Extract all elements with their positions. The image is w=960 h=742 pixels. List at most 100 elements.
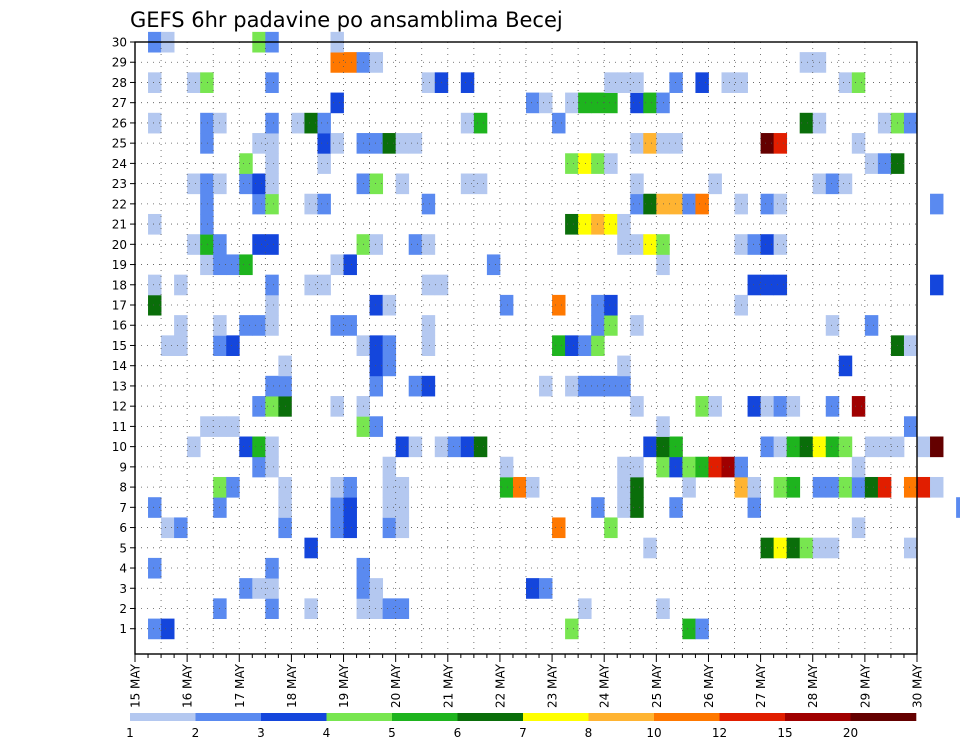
precip-cell [265,557,279,579]
precip-cell [421,335,436,356]
x-tick-label: 27 MAY [754,663,768,708]
precip-cell [643,234,657,255]
precip-cell [265,436,279,458]
precip-cell [617,497,631,518]
precip-cell [708,456,722,478]
y-tick-label: 5 [119,541,127,555]
precip-cell [565,335,579,356]
legend-label: 3 [257,726,265,740]
precip-cell [630,456,644,478]
precip-cell [617,355,631,377]
precip-cell [669,436,683,458]
precip-cell [395,598,410,619]
precip-cell [747,396,761,417]
legend-swatch [588,713,655,721]
precip-cell [369,598,384,619]
precip-cell [825,436,840,458]
precip-cell [786,476,801,498]
precip-cell [617,234,631,255]
precip-cell [799,112,814,134]
precip-cell [200,112,214,134]
precip-cell [187,436,201,458]
precip-cell [174,274,188,296]
precip-cell [604,92,618,114]
precip-cell [395,476,410,498]
y-tick-label: 17 [112,299,127,313]
x-tick-label: 21 MAY [441,663,455,708]
precip-cell [395,517,410,539]
precip-cell [148,618,162,640]
precip-cell [773,274,788,296]
precip-cell [786,537,801,559]
precip-cell [630,476,644,498]
precip-cell [421,274,436,296]
legend-label: 6 [454,726,462,740]
precip-cell [747,476,761,498]
y-tick-label: 13 [112,379,127,393]
precip-cell [187,173,201,195]
precip-cell [460,436,475,458]
precip-cell [265,375,279,397]
y-tick-label: 19 [112,258,127,272]
precip-cell [200,133,214,154]
precip-cell [617,72,631,93]
legend-label: 20 [843,726,858,740]
precip-cell [343,254,357,276]
precip-cell [382,456,397,478]
x-tick-label: 30 MAY [911,663,925,708]
legend-swatch [195,713,262,721]
precip-cell [930,274,944,296]
y-tick-label: 7 [119,501,127,515]
precip-cell [265,578,279,599]
precip-cell [252,436,266,458]
precip-cell [226,416,240,437]
precip-cell [369,335,384,356]
precip-cell [486,254,501,276]
precip-cell [499,476,514,498]
legend-swatch [523,713,589,721]
y-tick-label: 11 [112,420,127,434]
precip-cell [773,193,788,215]
precip-cell [369,375,384,397]
precip-cell [825,315,840,336]
precip-cell [721,72,735,93]
precip-cell [382,294,397,316]
precip-cell [669,456,683,478]
precip-cell [265,112,279,134]
x-tick-label: 16 MAY [181,663,195,708]
precip-cell [825,396,840,417]
precip-cell [851,72,866,93]
precip-cell [187,234,201,255]
precip-cell [382,517,397,539]
precip-cell [265,396,279,417]
precip-cell [578,153,592,174]
precip-cell [617,476,631,498]
x-tick-label: 28 MAY [806,663,820,708]
precip-cell [604,315,618,336]
precip-cell [265,234,279,255]
precip-cell [460,112,475,134]
precip-cell [838,436,853,458]
precip-cell [760,274,775,296]
precip-cell [460,173,475,195]
precip-cell [148,213,162,235]
precip-cell [708,396,722,417]
precip-cell [786,436,801,458]
precip-cell [174,315,188,336]
precip-cell [565,92,579,114]
precip-cell [917,436,931,458]
precip-cell [604,294,618,316]
precip-cell [239,153,253,174]
legend-label: 15 [777,726,792,740]
precip-cell [239,173,253,195]
precip-cell [643,537,657,559]
precip-cell [473,173,488,195]
precip-cell [304,537,318,559]
precip-cell [630,173,644,195]
precip-cell [669,193,683,215]
precip-cell [252,456,266,478]
precip-cell [421,315,436,336]
precip-cell [317,193,331,215]
y-tick-label: 10 [112,440,127,454]
